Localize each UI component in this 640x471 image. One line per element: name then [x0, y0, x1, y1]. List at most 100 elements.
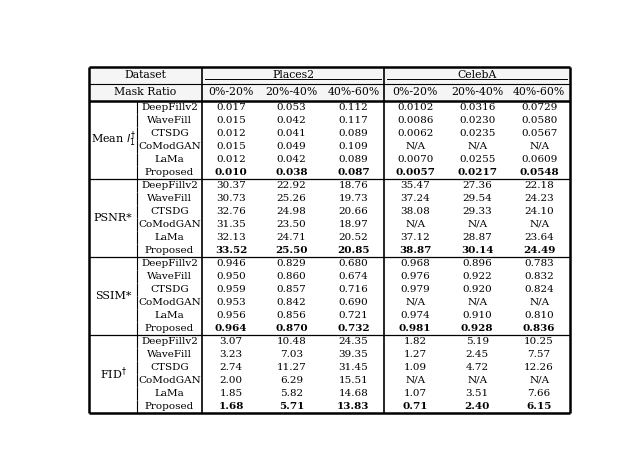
Text: 0.732: 0.732: [337, 324, 370, 333]
Text: 40%-60%: 40%-60%: [513, 87, 565, 97]
Text: 0.956: 0.956: [216, 311, 246, 320]
Text: 39.35: 39.35: [339, 349, 368, 359]
Text: 0.829: 0.829: [276, 259, 307, 268]
Text: 0.042: 0.042: [276, 155, 307, 164]
Text: 0.0102: 0.0102: [397, 103, 433, 112]
Text: 38.08: 38.08: [401, 207, 430, 216]
Text: 5.82: 5.82: [280, 389, 303, 398]
Text: 32.76: 32.76: [216, 207, 246, 216]
Text: 0.981: 0.981: [399, 324, 431, 333]
Text: 0.842: 0.842: [276, 298, 307, 307]
Text: 0.0062: 0.0062: [397, 129, 433, 138]
Text: 14.68: 14.68: [339, 389, 368, 398]
Text: WaveFill: WaveFill: [147, 116, 192, 125]
Text: 35.47: 35.47: [401, 181, 430, 190]
Text: 40%-60%: 40%-60%: [327, 87, 380, 97]
Text: 2.74: 2.74: [220, 363, 243, 372]
Text: 31.45: 31.45: [339, 363, 368, 372]
Text: 0.860: 0.860: [276, 272, 307, 281]
Text: WaveFill: WaveFill: [147, 194, 192, 203]
Text: CoModGAN: CoModGAN: [138, 220, 201, 229]
Text: 0.049: 0.049: [276, 142, 307, 151]
Text: Proposed: Proposed: [145, 246, 194, 255]
Text: CelebA: CelebA: [458, 70, 497, 80]
Text: 28.87: 28.87: [462, 233, 492, 242]
Text: 38.87: 38.87: [399, 246, 431, 255]
Text: 0.946: 0.946: [216, 259, 246, 268]
Text: LaMa: LaMa: [155, 155, 184, 164]
Text: 0.010: 0.010: [215, 168, 248, 177]
Text: 24.35: 24.35: [339, 337, 368, 346]
Text: 0.783: 0.783: [524, 259, 554, 268]
Text: 1.68: 1.68: [218, 402, 244, 411]
Text: Mask Ratio: Mask Ratio: [115, 87, 177, 97]
Text: 0%-20%: 0%-20%: [392, 87, 438, 97]
Text: 0.089: 0.089: [339, 129, 368, 138]
Text: LaMa: LaMa: [155, 389, 184, 398]
Text: 20.85: 20.85: [337, 246, 369, 255]
Text: 20%-40%: 20%-40%: [451, 87, 503, 97]
Text: N/A: N/A: [405, 142, 426, 151]
Text: 0.896: 0.896: [462, 259, 492, 268]
Text: 19.73: 19.73: [339, 194, 368, 203]
Text: 20.66: 20.66: [339, 207, 368, 216]
Text: 0.976: 0.976: [401, 272, 430, 281]
Text: 0.112: 0.112: [339, 103, 368, 112]
Text: 0.721: 0.721: [339, 311, 368, 320]
Text: DeepFillv2: DeepFillv2: [141, 337, 198, 346]
Text: Places2: Places2: [272, 70, 314, 80]
Text: 0.042: 0.042: [276, 116, 307, 125]
Text: 0.836: 0.836: [523, 324, 556, 333]
Text: 0.810: 0.810: [524, 311, 554, 320]
Text: 0.920: 0.920: [462, 284, 492, 294]
Text: 23.64: 23.64: [524, 233, 554, 242]
Text: Proposed: Proposed: [145, 402, 194, 411]
Text: 15.51: 15.51: [339, 376, 368, 385]
Text: 0.0230: 0.0230: [459, 116, 495, 125]
Text: 0.012: 0.012: [216, 155, 246, 164]
Text: 0.71: 0.71: [403, 402, 428, 411]
Text: 0.0567: 0.0567: [521, 129, 557, 138]
Text: 20%-40%: 20%-40%: [265, 87, 317, 97]
Text: 0.038: 0.038: [275, 168, 308, 177]
Text: 37.24: 37.24: [401, 194, 430, 203]
Text: 0.0235: 0.0235: [459, 129, 495, 138]
Text: 0.674: 0.674: [339, 272, 368, 281]
Text: N/A: N/A: [405, 298, 426, 307]
Text: 24.10: 24.10: [524, 207, 554, 216]
Text: 33.52: 33.52: [215, 246, 247, 255]
Bar: [89, 101, 570, 413]
Text: 2.45: 2.45: [466, 349, 489, 359]
Text: Proposed: Proposed: [145, 168, 194, 177]
Text: 0.017: 0.017: [216, 103, 246, 112]
Text: N/A: N/A: [529, 376, 549, 385]
Text: 0.690: 0.690: [339, 298, 368, 307]
Text: 29.54: 29.54: [462, 194, 492, 203]
Text: 6.15: 6.15: [527, 402, 552, 411]
Text: N/A: N/A: [467, 220, 487, 229]
Text: 0.0729: 0.0729: [521, 103, 557, 112]
Text: LaMa: LaMa: [155, 233, 184, 242]
Text: FID$^{\dagger}$: FID$^{\dagger}$: [100, 365, 127, 382]
Text: 1.09: 1.09: [404, 363, 427, 372]
Text: 0.0580: 0.0580: [521, 116, 557, 125]
Text: 29.33: 29.33: [462, 207, 492, 216]
Text: N/A: N/A: [467, 376, 487, 385]
Text: 3.07: 3.07: [220, 337, 243, 346]
Text: 0.041: 0.041: [276, 129, 307, 138]
Text: 2.00: 2.00: [220, 376, 243, 385]
Text: 0.910: 0.910: [462, 311, 492, 320]
Text: 0.968: 0.968: [401, 259, 430, 268]
Text: CoModGAN: CoModGAN: [138, 376, 201, 385]
Text: 0.117: 0.117: [339, 116, 368, 125]
Text: 0.922: 0.922: [462, 272, 492, 281]
Text: 3.23: 3.23: [220, 349, 243, 359]
Text: 30.14: 30.14: [461, 246, 493, 255]
Text: Dataset: Dataset: [124, 70, 166, 80]
Text: 0.015: 0.015: [216, 116, 246, 125]
Text: 10.25: 10.25: [524, 337, 554, 346]
Text: DeepFillv2: DeepFillv2: [141, 103, 198, 112]
Text: N/A: N/A: [467, 142, 487, 151]
Text: 0.0609: 0.0609: [521, 155, 557, 164]
Text: 32.13: 32.13: [216, 233, 246, 242]
